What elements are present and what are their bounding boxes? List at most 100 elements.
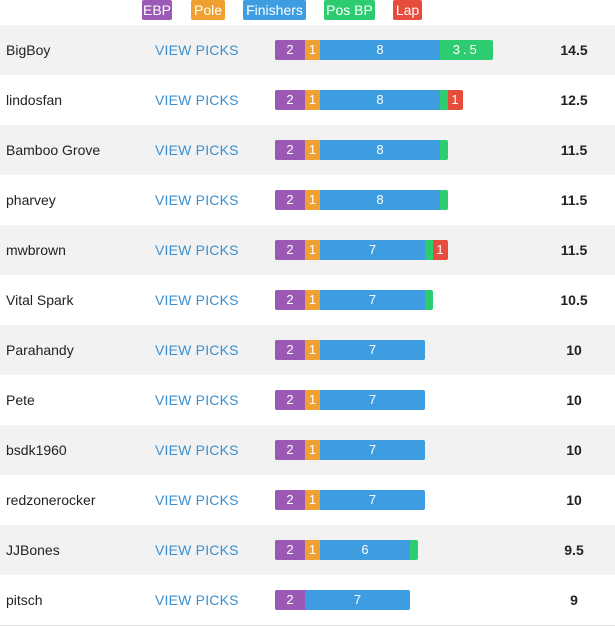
table-row: bsdk1960 VIEW PICKS 2 1 7 10 xyxy=(0,425,615,475)
leaderboard: BigBoy VIEW PICKS 2 1 8 3.5 14.5 lindosfan VIEW … xyxy=(0,25,615,625)
segment-posbp xyxy=(425,290,433,310)
total-score: 9.5 xyxy=(564,542,584,558)
view-picks-link[interactable]: VIEW PICKS xyxy=(155,42,239,58)
player-name: pitsch xyxy=(6,592,43,608)
segment-finishers: 7 xyxy=(320,440,425,460)
player-name: Bamboo Grove xyxy=(6,142,101,158)
player-name: lindosfan xyxy=(6,92,63,108)
total-score: 10 xyxy=(566,492,582,508)
segment-pole: 1 xyxy=(305,390,320,410)
total-score: 11.5 xyxy=(560,242,588,258)
segment-ebp: 2 xyxy=(275,590,305,610)
table-row: pitsch VIEW PICKS 2 7 9 xyxy=(0,575,615,625)
segment-ebp: 2 xyxy=(275,490,305,510)
view-picks-link[interactable]: VIEW PICKS xyxy=(155,292,239,308)
player-name: redzonerocker xyxy=(6,492,96,508)
segment-pole: 1 xyxy=(305,490,320,510)
segment-ebp: 2 xyxy=(275,40,305,60)
view-picks-link[interactable]: VIEW PICKS xyxy=(155,242,239,258)
segment-pole: 1 xyxy=(305,440,320,460)
view-picks-link[interactable]: VIEW PICKS xyxy=(155,342,239,358)
player-name: bsdk1960 xyxy=(6,442,67,458)
table-row: JJBones VIEW PICKS 2 1 6 9.5 xyxy=(0,525,615,575)
view-picks-link[interactable]: VIEW PICKS xyxy=(155,142,239,158)
segment-posbp xyxy=(410,540,418,560)
segment-ebp: 2 xyxy=(275,390,305,410)
segment-posbp xyxy=(425,240,433,260)
view-picks-link[interactable]: VIEW PICKS xyxy=(155,442,239,458)
segment-finishers: 7 xyxy=(320,390,425,410)
table-row: lindosfan VIEW PICKS 2 1 8 1 12.5 xyxy=(0,75,615,125)
table-row: Vital Spark VIEW PICKS 2 1 7 10.5 xyxy=(0,275,615,325)
player-name: Pete xyxy=(6,392,35,408)
segment-lap: 1 xyxy=(432,240,448,260)
segment-ebp: 2 xyxy=(275,290,305,310)
segment-finishers: 7 xyxy=(305,590,410,610)
score-bar: 2 1 8 3.5 xyxy=(275,40,493,60)
total-score: 9 xyxy=(570,592,578,608)
segment-pole: 1 xyxy=(305,340,320,360)
legend-lap[interactable]: Lap xyxy=(393,0,422,20)
table-row: Bamboo Grove VIEW PICKS 2 1 8 11.5 xyxy=(0,125,615,175)
player-name: BigBoy xyxy=(6,42,51,58)
view-picks-link[interactable]: VIEW PICKS xyxy=(155,542,239,558)
segment-finishers: 7 xyxy=(320,290,425,310)
legend-pole[interactable]: Pole xyxy=(191,0,225,20)
segment-finishers: 7 xyxy=(320,240,425,260)
segment-ebp: 2 xyxy=(275,340,305,360)
segment-pole: 1 xyxy=(305,190,320,210)
player-name: pharvey xyxy=(6,192,56,208)
segment-finishers: 6 xyxy=(320,540,410,560)
segment-ebp: 2 xyxy=(275,240,305,260)
table-row: Pete VIEW PICKS 2 1 7 10 xyxy=(0,375,615,425)
segment-finishers: 8 xyxy=(320,140,440,160)
segment-pole: 1 xyxy=(305,140,320,160)
player-name: JJBones xyxy=(6,542,60,558)
total-score: 11.5 xyxy=(560,192,588,208)
segment-posbp xyxy=(440,190,448,210)
segment-pole: 1 xyxy=(305,240,320,260)
view-picks-link[interactable]: VIEW PICKS xyxy=(155,192,239,208)
segment-finishers: 8 xyxy=(320,40,440,60)
total-score: 10 xyxy=(566,342,582,358)
legend-finishers[interactable]: Finishers xyxy=(243,0,306,20)
table-row: mwbrown VIEW PICKS 2 1 7 1 11.5 xyxy=(0,225,615,275)
segment-ebp: 2 xyxy=(275,190,305,210)
player-name: mwbrown xyxy=(6,242,66,258)
total-score: 14.5 xyxy=(560,42,588,58)
total-score: 11.5 xyxy=(560,142,588,158)
view-picks-link[interactable]: VIEW PICKS xyxy=(155,492,239,508)
segment-ebp: 2 xyxy=(275,90,305,110)
segment-finishers: 7 xyxy=(320,490,425,510)
total-score: 10 xyxy=(566,392,582,408)
segment-posbp: 3.5 xyxy=(440,40,493,60)
view-picks-link[interactable]: VIEW PICKS xyxy=(155,392,239,408)
segment-pole: 1 xyxy=(305,290,320,310)
total-score: 10 xyxy=(566,442,582,458)
total-score: 12.5 xyxy=(560,92,588,108)
segment-finishers: 8 xyxy=(320,190,440,210)
segment-posbp xyxy=(440,140,448,160)
segment-ebp: 2 xyxy=(275,540,305,560)
legend-posbp[interactable]: Pos BP xyxy=(324,0,375,20)
legend-ebp[interactable]: EBP xyxy=(142,0,172,20)
table-row: redzonerocker VIEW PICKS 2 1 7 10 xyxy=(0,475,615,525)
segment-pole: 1 xyxy=(305,540,320,560)
view-picks-link[interactable]: VIEW PICKS xyxy=(155,92,239,108)
table-row: pharvey VIEW PICKS 2 1 8 11.5 xyxy=(0,175,615,225)
segment-pole: 1 xyxy=(305,40,320,60)
segment-finishers: 7 xyxy=(320,340,425,360)
segment-pole: 1 xyxy=(305,90,320,110)
view-picks-link[interactable]: VIEW PICKS xyxy=(155,592,239,608)
